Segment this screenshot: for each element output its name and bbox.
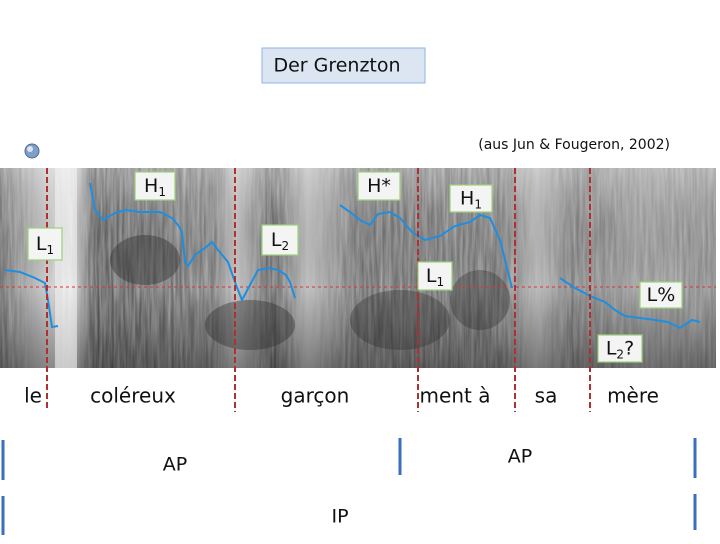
tone-box	[134, 171, 176, 201]
tone-text: L	[426, 265, 437, 287]
phrase-label: IP	[331, 506, 348, 528]
tone-text: H	[460, 187, 474, 209]
tone-subscript: 1	[436, 275, 444, 289]
phrase-boundaries	[1, 438, 697, 535]
tone-box	[449, 184, 493, 213]
title-box	[261, 47, 426, 84]
tone-text: L%	[647, 284, 676, 306]
word: mère	[607, 384, 659, 408]
tone-box	[261, 224, 299, 256]
tone-box	[27, 227, 63, 261]
tone-subscript: 2	[616, 347, 624, 361]
tone-subscript: 2	[281, 239, 289, 253]
tone-label: H1	[144, 175, 166, 199]
tone-subscript: 1	[46, 243, 54, 257]
citation: (aus Jun & Fougeron, 2002)	[478, 137, 670, 153]
tone-text: L	[36, 233, 47, 255]
tone-subscript: 1	[158, 185, 166, 199]
tone-text: ?	[624, 337, 634, 359]
tone-label: L1	[426, 265, 444, 289]
tone-box	[597, 334, 643, 363]
speaker-icon[interactable]	[24, 143, 40, 159]
tone-label: L2	[271, 229, 289, 253]
tone-text: L	[606, 337, 617, 359]
spectrogram	[0, 168, 716, 368]
tone-box	[417, 261, 453, 291]
tone-label: L1	[36, 233, 54, 257]
tone-label: H1	[460, 187, 482, 211]
tone-text: H	[144, 175, 158, 197]
tone-box	[639, 281, 683, 309]
word: garçon	[281, 384, 350, 408]
tone-text: L	[271, 229, 282, 251]
tone-label: L2?	[606, 337, 634, 361]
word: sa	[535, 384, 558, 408]
tone-label: H*	[367, 175, 391, 197]
tone-subscript: 1	[474, 197, 482, 211]
pitch-contour	[4, 182, 701, 330]
tone-label: L%	[647, 284, 676, 306]
tone-box	[357, 171, 401, 201]
word: le	[24, 384, 42, 408]
word: ment à	[420, 384, 491, 408]
title: Der Grenzton	[273, 55, 400, 77]
word: coléreux	[90, 384, 176, 408]
phrase-label: AP	[508, 446, 532, 468]
phrase-label: AP	[163, 454, 187, 476]
tone-text: H*	[367, 175, 391, 197]
